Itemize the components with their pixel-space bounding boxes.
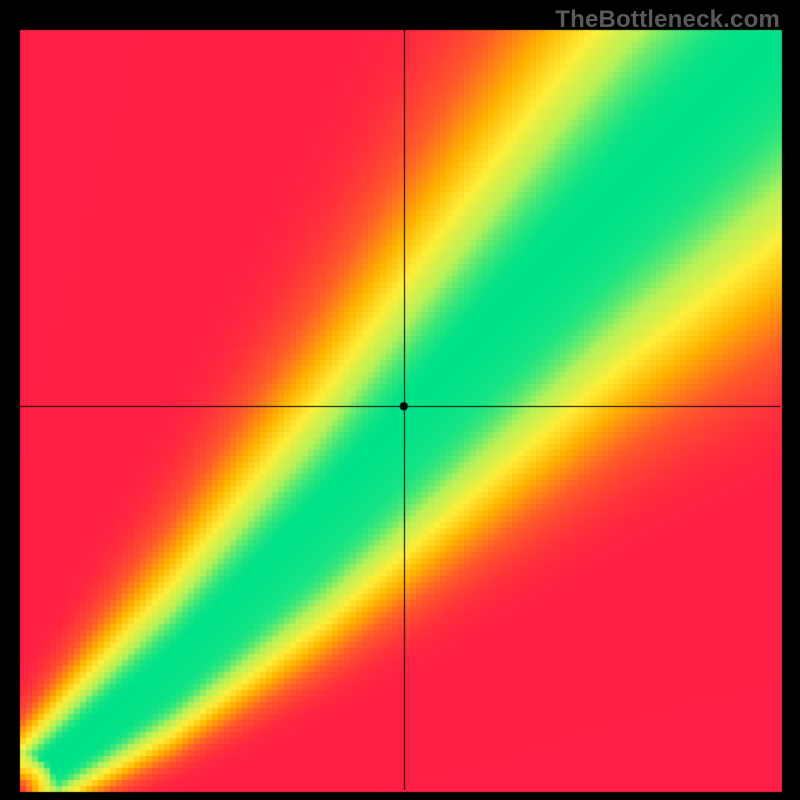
watermark-text: TheBottleneck.com — [555, 6, 780, 34]
chart-container: TheBottleneck.com — [0, 0, 800, 800]
heatmap-canvas — [0, 0, 800, 800]
